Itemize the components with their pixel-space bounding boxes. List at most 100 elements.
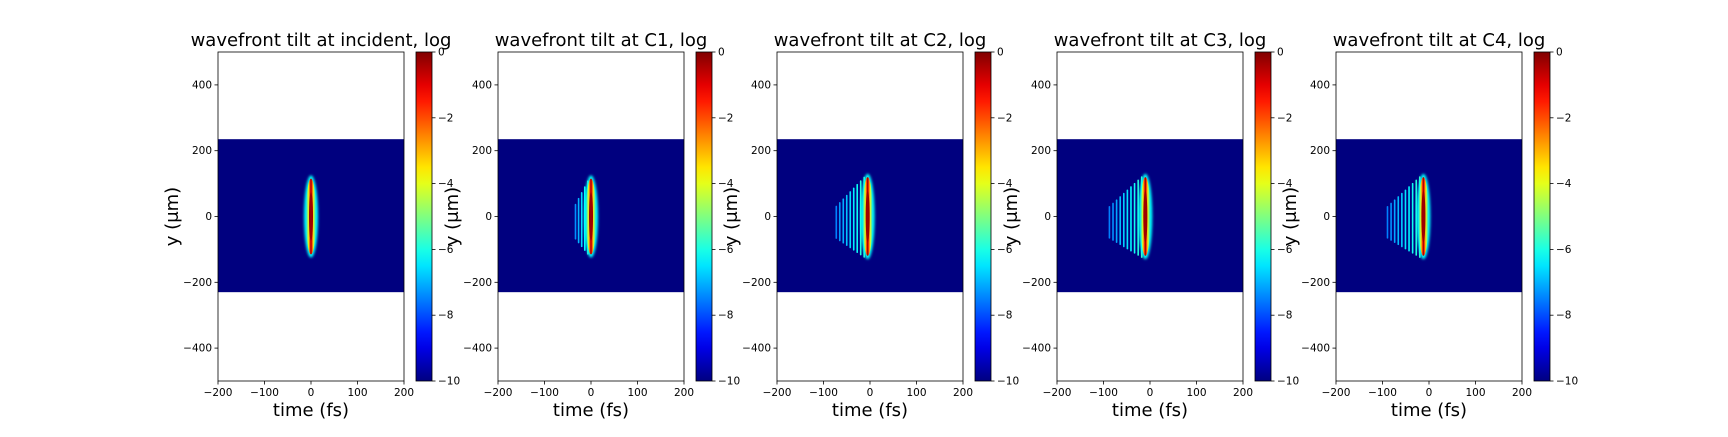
panel-title: wavefront tilt at C4, log	[1333, 30, 1546, 51]
panel-1: −200 −100 0 100 200−400−2000200400wavefront …	[162, 30, 460, 421]
x-tick-label: 200	[953, 387, 973, 399]
y-axis-label: y (μm)	[1280, 187, 1301, 246]
colorbar-tick-label: −4	[718, 178, 734, 190]
pulse-peak	[865, 190, 870, 243]
x-tick-label: 0	[588, 387, 595, 399]
y-tick-label: 400	[472, 79, 492, 91]
y-tick-label: 400	[1310, 79, 1330, 91]
x-tick-label: 100	[1465, 387, 1485, 399]
colorbar	[1533, 51, 1551, 382]
colorbar-tick-label: −2	[997, 112, 1012, 124]
x-tick-label: −200	[1322, 387, 1351, 399]
y-tick-label: −200	[742, 277, 771, 289]
colorbar-tick-label: −2	[1556, 112, 1571, 124]
colorbar-tick-label: −10	[1277, 376, 1299, 388]
panel-title: wavefront tilt at C2, log	[774, 30, 987, 51]
panel-title: wavefront tilt at C1, log	[495, 30, 708, 51]
colorbar-tick-label: −6	[438, 244, 454, 256]
colorbar-tick-label: −10	[997, 376, 1019, 388]
colorbar-tick-label: −2	[1277, 112, 1292, 124]
x-axis-label: time (fs)	[832, 400, 908, 421]
y-tick-label: −400	[1301, 343, 1330, 355]
pulse-peak	[309, 191, 313, 242]
y-tick-label: 200	[472, 145, 492, 157]
y-axis-label: y (μm)	[1001, 187, 1022, 246]
x-tick-label: 0	[867, 387, 874, 399]
x-axis-label: time (fs)	[273, 400, 349, 421]
pulse-peak	[1143, 190, 1148, 243]
y-axis-label: y (μm)	[442, 187, 463, 246]
colorbar-tick-label: −2	[718, 112, 733, 124]
x-axis-label: time (fs)	[553, 400, 629, 421]
panel-title: wavefront tilt at C3, log	[1054, 30, 1267, 51]
y-tick-label: 400	[751, 79, 771, 91]
y-tick-label: −400	[463, 343, 492, 355]
colorbar-tick-label: −2	[438, 112, 453, 124]
y-tick-label: −400	[1022, 343, 1051, 355]
colorbar	[695, 51, 713, 382]
y-tick-label: 0	[1044, 211, 1051, 223]
y-tick-label: 0	[1323, 211, 1330, 223]
colorbar-tick-label: −8	[718, 310, 733, 322]
colorbar-tick-label: 0	[1556, 47, 1563, 59]
colorbar	[974, 51, 992, 382]
x-tick-label: 200	[674, 387, 694, 399]
colorbar	[1254, 51, 1272, 382]
colorbar-tick-label: 0	[1277, 47, 1284, 59]
colorbar-tick-label: −4	[997, 178, 1013, 190]
y-axis-label: y (μm)	[721, 187, 742, 246]
colorbar-tick-label: −10	[1556, 376, 1578, 388]
panel-3: −200 −100 0 100 200−400−2000200400wavefront …	[721, 30, 1019, 421]
colorbar-tick-label: −6	[1277, 244, 1293, 256]
y-tick-label: 400	[192, 79, 212, 91]
y-tick-label: −400	[183, 343, 212, 355]
colorbar-tick-label: −8	[997, 310, 1012, 322]
x-tick-label: −200	[1043, 387, 1072, 399]
x-tick-label: 0	[308, 387, 315, 399]
x-tick-label: 0	[1426, 387, 1433, 399]
panel-4: −200 −100 0 100 200−400−2000200400wavefront …	[1001, 30, 1299, 421]
y-tick-label: 200	[1310, 145, 1330, 157]
x-tick-label: −200	[484, 387, 513, 399]
y-tick-label: 0	[764, 211, 771, 223]
x-tick-label: −200	[763, 387, 792, 399]
x-tick-label: 100	[906, 387, 926, 399]
y-tick-label: 0	[485, 211, 492, 223]
x-tick-label: −100	[1089, 387, 1118, 399]
colorbar-tick-label: −8	[438, 310, 453, 322]
x-tick-label: −100	[530, 387, 559, 399]
y-tick-label: 200	[1031, 145, 1051, 157]
colorbar-tick-label: 0	[997, 47, 1004, 59]
pulse-peak	[589, 191, 593, 242]
panel-5: −200 −100 0 100 200−400−2000200400wavefront …	[1280, 30, 1578, 421]
x-tick-label: 0	[1147, 387, 1154, 399]
y-tick-label: −200	[1301, 277, 1330, 289]
y-tick-label: 400	[1031, 79, 1051, 91]
colorbar-tick-label: −4	[1277, 178, 1293, 190]
y-tick-label: 200	[192, 145, 212, 157]
x-tick-label: −100	[250, 387, 279, 399]
colorbar-tick-label: 0	[438, 47, 445, 59]
y-axis-label: y (μm)	[162, 187, 183, 246]
colorbar-tick-label: −10	[718, 376, 740, 388]
x-axis-label: time (fs)	[1391, 400, 1467, 421]
x-tick-label: 200	[1512, 387, 1532, 399]
colorbar-tick-label: −6	[718, 244, 734, 256]
colorbar-tick-label: −8	[1277, 310, 1292, 322]
x-tick-label: −100	[809, 387, 838, 399]
colorbar-tick-label: −8	[1556, 310, 1571, 322]
colorbar-tick-label: −4	[1556, 178, 1572, 190]
x-tick-label: −100	[1368, 387, 1397, 399]
x-tick-label: 100	[347, 387, 367, 399]
x-tick-label: 200	[1233, 387, 1253, 399]
colorbar	[415, 51, 433, 382]
panel-title: wavefront tilt at incident, log	[191, 30, 452, 51]
y-tick-label: 200	[751, 145, 771, 157]
y-tick-label: −200	[1022, 277, 1051, 289]
y-tick-label: −200	[463, 277, 492, 289]
colorbar-tick-label: −10	[438, 376, 460, 388]
pulse-peak	[1421, 190, 1426, 243]
x-tick-label: 100	[1186, 387, 1206, 399]
colorbar-tick-label: −6	[997, 244, 1013, 256]
